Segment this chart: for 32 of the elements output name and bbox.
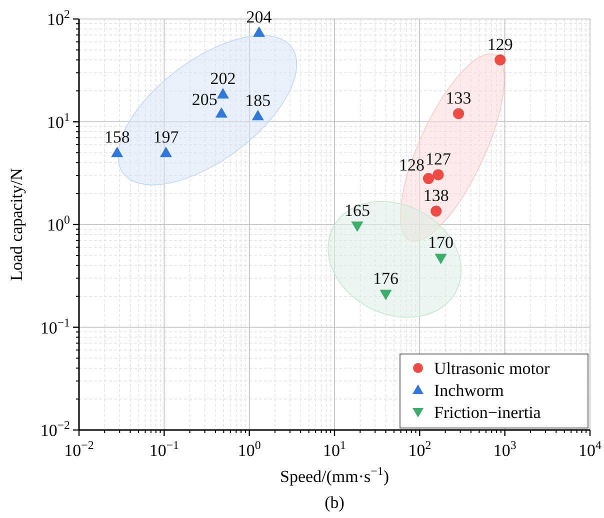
legend-label: Ultrasonic motor — [434, 359, 550, 378]
annotation: 129 — [487, 34, 513, 54]
annotation: 197 — [153, 128, 180, 147]
y-tick-label: 10$^{−1}$ — [40, 315, 70, 338]
y-tick-label: 10$^{2}$ — [47, 7, 70, 29]
x-tick-label: 10$^{2}$ — [408, 438, 432, 460]
annotation: 205 — [192, 90, 218, 110]
annotation: 185 — [245, 90, 271, 110]
annotation: 133 — [446, 88, 472, 108]
annotation: 176 — [373, 269, 399, 288]
x-tick-label: 10$^{4}$ — [578, 438, 602, 460]
x-tick-label: 10$^{−1}$ — [149, 438, 180, 460]
x-tick-label: 10$^{0}$ — [238, 438, 261, 460]
annotation: 128 — [399, 156, 425, 175]
annotation: 170 — [428, 233, 454, 252]
y-tick-label: 10$^{1}$ — [47, 110, 70, 132]
legend-label: Inchworm — [434, 381, 504, 400]
x-tick-label: 10$^{−2}$ — [64, 438, 94, 460]
annotation: 158 — [104, 128, 130, 147]
annotation: 202 — [210, 69, 236, 88]
y-axis-title: Load capacity/N — [7, 168, 26, 281]
y-tick-label: 10$^{−2}$ — [40, 418, 70, 440]
annotation: 127 — [425, 150, 452, 169]
x-tick-label: 10$^{3}$ — [493, 438, 516, 460]
annotation: 165 — [344, 200, 370, 220]
x-tick-label: 10$^{1}$ — [323, 438, 346, 460]
annotation: 138 — [423, 186, 449, 206]
y-tick-label: 10$^{0}$ — [47, 212, 70, 234]
legend-label: Friction−inertia — [434, 403, 542, 422]
x-axis-title: Speed/(mm·s$^{−1}$) — [280, 464, 389, 486]
annotation: 204 — [246, 7, 272, 26]
text: (b) — [324, 493, 344, 512]
